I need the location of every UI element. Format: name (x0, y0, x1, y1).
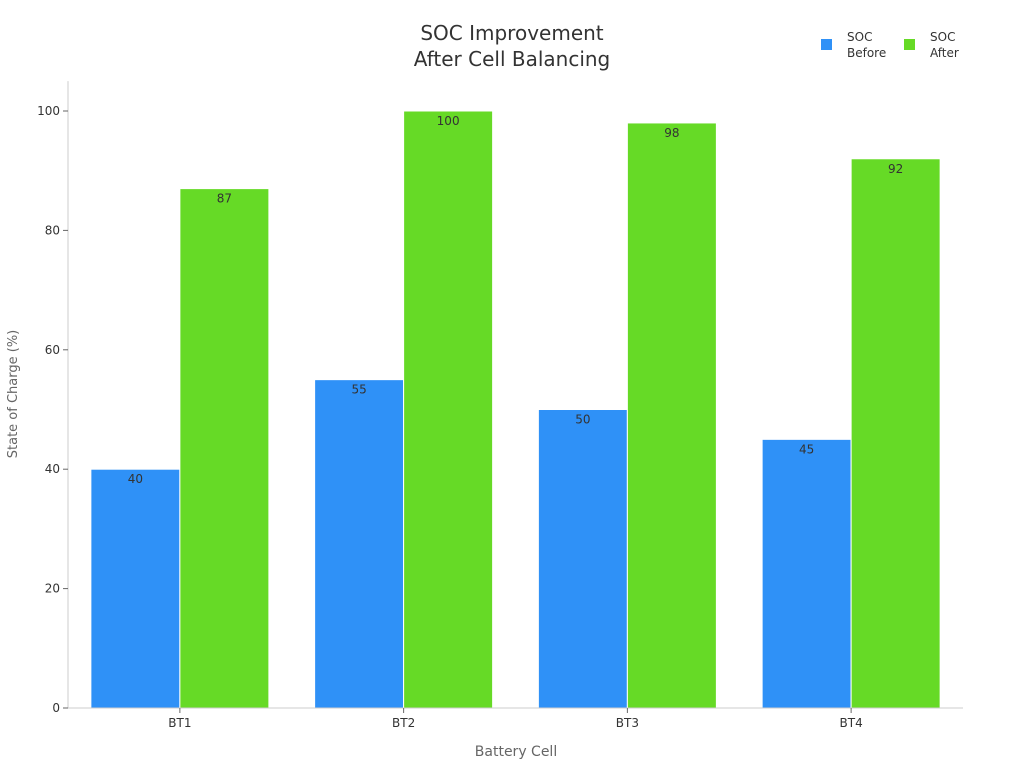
bar-soc-after-bt1 (179, 188, 270, 709)
y-axis-label: State of Charge (%) (6, 330, 21, 458)
chart-title-line-1: SOC Improvement (420, 21, 603, 45)
x-tick-label: BT1 (168, 716, 191, 730)
legend: SOC Before SOC After (821, 30, 959, 60)
bar-soc-after-bt3 (626, 122, 717, 709)
data-label: 98 (664, 126, 679, 140)
x-tick-label: BT4 (840, 716, 863, 730)
y-tick-label: 40 (45, 462, 60, 476)
legend-swatch (821, 39, 832, 50)
data-label: 50 (575, 413, 590, 427)
y-tick-label: 60 (45, 343, 60, 357)
y-tick-label: 0 (52, 701, 60, 715)
legend-label: SOC (847, 30, 872, 44)
y-tick-label: 80 (45, 223, 60, 237)
bar-soc-after-bt4 (850, 158, 941, 709)
legend-label: Before (847, 46, 886, 60)
legend-swatch (904, 39, 915, 50)
bar-soc-before-bt3 (537, 409, 628, 709)
chart-title-line-2: After Cell Balancing (414, 47, 611, 71)
y-tick-label: 100 (37, 104, 60, 118)
bar-soc-before-bt1 (90, 468, 181, 709)
legend-label: SOC (930, 30, 955, 44)
data-label: 55 (351, 383, 366, 397)
data-label: 92 (888, 162, 903, 176)
x-axis-label: Battery Cell (475, 744, 557, 760)
x-tick-label: BT3 (616, 716, 639, 730)
y-tick-label: 20 (45, 582, 60, 596)
legend-label: After (930, 46, 959, 60)
bar-soc-after-bt2 (403, 110, 494, 709)
data-label: 45 (799, 442, 814, 456)
data-label: 100 (437, 114, 460, 128)
x-tick-label: BT2 (392, 716, 415, 730)
bar-soc-before-bt2 (314, 379, 405, 709)
data-label: 40 (128, 472, 143, 486)
data-label: 87 (217, 192, 232, 206)
bar-soc-before-bt4 (761, 438, 852, 709)
